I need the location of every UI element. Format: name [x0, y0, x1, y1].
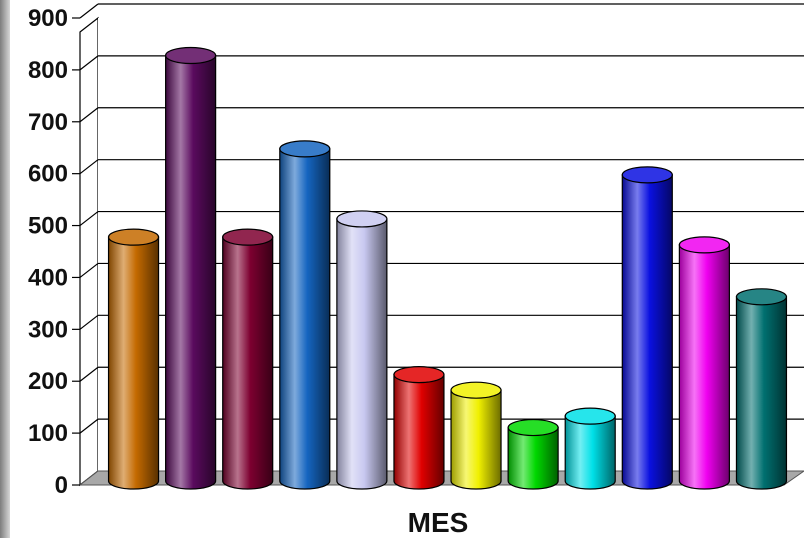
bar-top: [107, 228, 160, 246]
bar-top: [678, 236, 730, 254]
bar-top: [621, 166, 673, 184]
bar: [107, 228, 160, 490]
y-tick-label: 700: [28, 109, 68, 136]
x-axis-title: MES: [408, 507, 469, 538]
bar: [621, 166, 673, 490]
y-tick-label: 500: [28, 213, 68, 240]
gridline-side: [79, 211, 99, 227]
y-tick-label: 100: [28, 420, 68, 447]
y-tick-label: 800: [28, 57, 68, 84]
gridline-side: [79, 314, 99, 330]
bar-body: [564, 415, 616, 490]
bar: [450, 381, 502, 490]
bar-top: [222, 228, 274, 246]
bar-body: [165, 54, 217, 490]
bar-body: [621, 174, 673, 490]
bar-body: [735, 296, 788, 490]
gridline-side: [79, 55, 99, 71]
bar-body: [450, 389, 502, 490]
y-tick-label: 200: [28, 368, 68, 395]
bar-body: [678, 244, 730, 490]
gridline-side: [79, 107, 99, 123]
bar-body: [222, 236, 274, 490]
bar: [393, 366, 445, 490]
gridline-side: [79, 3, 99, 19]
bar: [336, 210, 388, 490]
bar-top: [450, 381, 502, 399]
bars: [107, 46, 788, 490]
bar-body: [336, 218, 388, 490]
gridline-side: [79, 262, 99, 278]
y-axis-tick-labels: 0 100 200 300 400 500 600 700 800 900: [28, 5, 80, 499]
bar: [279, 140, 331, 490]
bar: [735, 288, 788, 490]
bar-body: [507, 426, 559, 490]
bar-top: [735, 288, 788, 306]
bar: [222, 228, 274, 490]
bar-top: [393, 366, 445, 384]
y-tick-label: 900: [28, 5, 68, 32]
left-edge-strip: [0, 0, 10, 538]
bar-top: [279, 140, 331, 158]
bar-body: [279, 148, 331, 490]
bar-body: [393, 374, 445, 490]
bar: [678, 236, 730, 490]
y-tick-label: 300: [28, 316, 68, 343]
y-tick-label: 600: [28, 161, 68, 188]
bar: [165, 46, 217, 490]
gridline-side: [79, 366, 99, 382]
y-tick-label: 400: [28, 264, 68, 291]
bar: [564, 407, 616, 490]
bar-body: [107, 236, 160, 490]
side-wall: [79, 16, 99, 487]
gridline-side: [79, 418, 99, 434]
bar-top: [564, 407, 616, 425]
bar-top: [507, 418, 559, 437]
gridline-side: [79, 159, 99, 175]
bar: [507, 418, 559, 490]
bar-top: [165, 46, 217, 65]
y-tick-label: 0: [55, 472, 68, 499]
bar-top: [336, 210, 388, 228]
